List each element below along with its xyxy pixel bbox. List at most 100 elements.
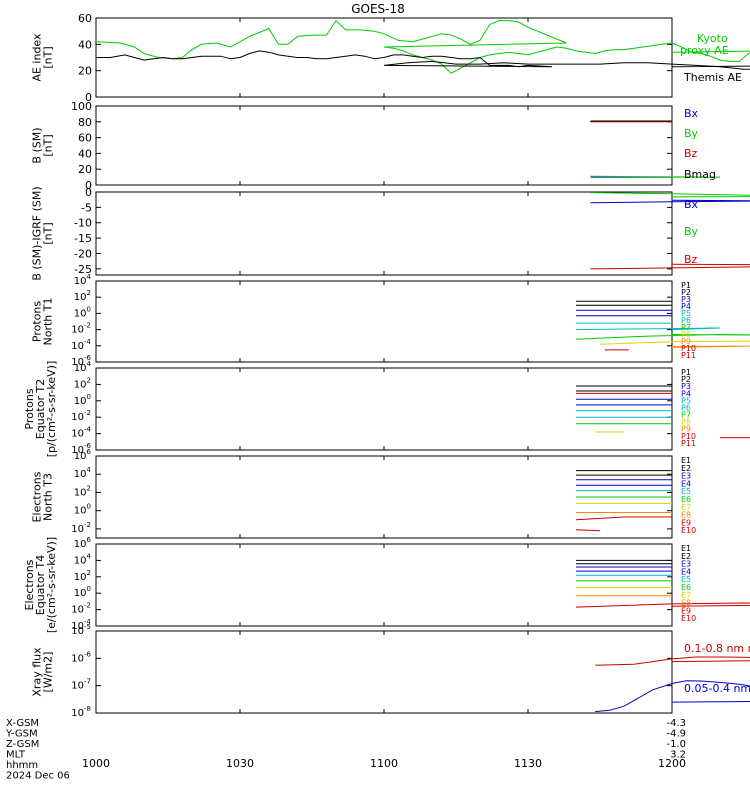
y-axis-label: B (SM)-IGRF (SM) [31, 186, 44, 280]
legend-channel-P10: P10 [681, 344, 696, 353]
series-line-P7 [575, 333, 750, 340]
legend-channel-P3: P3 [681, 295, 691, 304]
panel-ae: 0 20 40 60 AE index[nT] Kyoto proxy AE Themis A… [31, 12, 750, 104]
panel-frame [95, 191, 673, 276]
y-tick-label: 20 [78, 65, 92, 78]
legend-channel-E3: E3 [681, 560, 691, 569]
y-tick-label: 106 [74, 536, 92, 550]
legend-channel-E8: E8 [681, 511, 691, 520]
y-axis-label: North T1 [42, 298, 55, 346]
series-line-P9 [671, 345, 750, 348]
y-tick-label: 102 [74, 484, 91, 498]
y-tick-label: 102 [74, 569, 91, 583]
legend-channel-E9: E9 [681, 606, 691, 615]
y-tick-label: 100 [71, 100, 92, 113]
legend-channel-E10: E10 [681, 614, 696, 623]
legend-channel-E4: E4 [681, 479, 691, 488]
y-axis-label: [nT] [42, 222, 55, 244]
legend-channel-E10: E10 [681, 526, 696, 535]
series-line-0-05-0-4-nm [595, 680, 750, 713]
footer-label: 2024 Dec 06 [6, 771, 70, 782]
y-tick-label: 80 [78, 116, 92, 129]
legend-xray-short: 0.05-0.4 nm nm [684, 682, 750, 695]
y-tick-label: -10 [74, 217, 92, 230]
y-tick-label: 102 [74, 376, 91, 390]
y-axis-label: [p/(cm²-s-sr-keV)] [45, 361, 58, 458]
legend-channel-P4: P4 [681, 389, 691, 398]
y-tick-label: -15 [74, 232, 92, 245]
panel-frame [95, 630, 673, 714]
y-axis-label: Equator T4 [34, 555, 47, 615]
legend-channel-P11: P11 [681, 351, 696, 360]
y-tick-label: 0 [85, 186, 92, 199]
legend-By: By [684, 225, 699, 238]
y-tick-label: 10-4 [71, 618, 91, 632]
y-axis-label: Protons [31, 301, 44, 342]
series-line-P6 [575, 327, 721, 331]
y-tick-label: 0 [85, 179, 92, 192]
series-line-E9 [575, 602, 750, 608]
legend-themis: Themis AE [683, 71, 742, 84]
y-tick-label: 10-6 [71, 650, 91, 664]
y-tick-label: 104 [74, 273, 92, 287]
legend-channel-P7: P7 [681, 323, 691, 332]
y-tick-label: 100 [74, 393, 91, 407]
legend-channel-P10: P10 [681, 432, 696, 441]
footer-label: MLT [6, 750, 26, 761]
legend-channel-P9: P9 [681, 337, 691, 346]
legend-channel-E1: E1 [681, 456, 691, 465]
panel-frame [95, 280, 673, 363]
y-axis-label: North T3 [42, 473, 55, 521]
legend-kyoto: Kyoto proxy AE [680, 32, 729, 57]
legend-channel-E8: E8 [681, 599, 691, 608]
legend-channel-P8: P8 [681, 330, 691, 339]
legend-channel-P3: P3 [681, 382, 691, 391]
y-tick-label: -5 [81, 201, 92, 214]
legend-channel-P5: P5 [681, 309, 691, 318]
y-tick-label: 0 [85, 91, 92, 104]
y-axis-label: Electrons [31, 471, 44, 522]
legend-channel-E2: E2 [681, 464, 691, 473]
legend-channel-P2: P2 [681, 375, 691, 384]
y-tick-label: 102 [74, 289, 91, 303]
series-line-Bz [590, 263, 750, 270]
panel-frame [95, 105, 673, 186]
legend-channel-P7: P7 [681, 411, 691, 420]
footer-value: -4.3 [666, 718, 686, 729]
legend-Bz: Bz [684, 253, 698, 266]
footer-label: X-GSM [6, 718, 39, 729]
y-tick-label: 10-4 [71, 426, 91, 440]
legend-channel-E5: E5 [681, 575, 691, 584]
y-tick-label: 10-2 [71, 409, 91, 423]
footer-label: hhmm [6, 760, 38, 771]
footer-value: -1.0 [666, 739, 686, 750]
legend-channel-P11: P11 [681, 439, 696, 448]
legend-channel-E1: E1 [681, 544, 691, 553]
panel-frame [95, 367, 673, 451]
legend-channel-P6: P6 [681, 316, 691, 325]
legend-channel-E7: E7 [681, 503, 691, 512]
legend-channel-P9: P9 [681, 425, 691, 434]
legend-channel-P4: P4 [681, 302, 691, 311]
legend-channel-P1: P1 [681, 368, 691, 377]
legend-channel-P5: P5 [681, 396, 691, 405]
x-tick-label: 1000 [82, 757, 110, 770]
footer: 1000 1030 1100 1130 1200 X-GSMY-GSMZ-GSMMLThh… [5, 718, 686, 782]
legend-channel-P2: P2 [681, 288, 691, 297]
x-tick-label: 1030 [226, 757, 254, 770]
y-tick-label: 10-6 [71, 442, 91, 456]
legend-channel-E6: E6 [681, 583, 691, 592]
y-tick-label: 60 [78, 132, 92, 145]
panel-bigrf: 0 -5 -10 -15 -20 -25 B (SM)-IGRF (SM)[nT] Bx By B… [31, 186, 750, 281]
y-tick-label: 100 [74, 585, 91, 599]
series-line-Bx [590, 199, 750, 204]
series-line-0-1-0-8-nm [595, 656, 750, 666]
y-tick-label: 60 [78, 12, 92, 25]
y-tick-label: 10-8 [71, 705, 91, 719]
legend-By: By [684, 127, 699, 140]
series-line-By [590, 175, 721, 178]
